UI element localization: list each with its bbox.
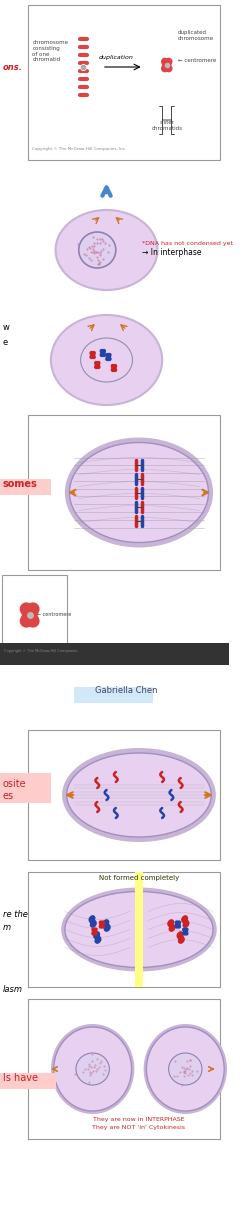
Bar	[74, 688, 153, 703]
Text: sister
chromatids: sister chromatids	[151, 120, 182, 131]
Bar	[0, 773, 51, 803]
Ellipse shape	[62, 748, 216, 842]
Ellipse shape	[51, 315, 162, 405]
Text: ls have: ls have	[3, 1073, 38, 1083]
Bar	[28, 415, 220, 570]
Ellipse shape	[67, 753, 211, 837]
Bar	[2, 574, 67, 655]
Ellipse shape	[76, 1053, 109, 1086]
Bar	[28, 730, 220, 860]
Ellipse shape	[79, 232, 116, 268]
Text: w: w	[3, 323, 10, 332]
Text: They are now in INTERPHASE: They are now in INTERPHASE	[93, 1117, 185, 1122]
Text: ← centromere: ← centromere	[178, 57, 216, 62]
Ellipse shape	[169, 1053, 202, 1086]
Text: Copyright © The McGraw-Hill Companies,: Copyright © The McGraw-Hill Companies,	[4, 649, 78, 654]
Bar	[135, 873, 143, 987]
Ellipse shape	[54, 1027, 132, 1111]
Text: ons.: ons.	[3, 63, 23, 72]
Text: *DNA has not condensed yet: *DNA has not condensed yet	[142, 241, 233, 246]
Ellipse shape	[51, 1023, 134, 1114]
Ellipse shape	[146, 1027, 224, 1111]
Text: They are NOT 'in' Cytokinesis: They are NOT 'in' Cytokinesis	[92, 1125, 185, 1131]
Text: ← centromere: ← centromere	[37, 612, 71, 617]
Text: chromosome
consisting
of one
chromatid: chromosome consisting of one chromatid	[32, 40, 68, 62]
Text: osite: osite	[3, 779, 26, 789]
Text: Gabriella Chen: Gabriella Chen	[95, 686, 158, 695]
Text: es: es	[3, 791, 14, 801]
Ellipse shape	[144, 1023, 227, 1114]
Ellipse shape	[61, 887, 217, 971]
Text: duplicated
chromosome: duplicated chromosome	[178, 30, 214, 41]
Bar	[0, 479, 51, 495]
Bar	[28, 999, 220, 1139]
Bar	[28, 5, 220, 159]
Text: e: e	[3, 338, 8, 347]
Ellipse shape	[69, 443, 208, 543]
Ellipse shape	[65, 892, 213, 968]
Bar	[0, 1073, 56, 1089]
Text: somes: somes	[3, 479, 38, 489]
Ellipse shape	[65, 437, 213, 548]
Text: duplication: duplication	[98, 55, 133, 60]
Text: Not formed completely: Not formed completely	[99, 875, 179, 881]
Text: re the: re the	[3, 910, 28, 919]
Text: m: m	[3, 922, 11, 932]
Text: → In interphase: → In interphase	[142, 248, 201, 257]
Bar	[0, 643, 229, 664]
Bar	[28, 873, 220, 987]
Text: Copyright © The McGraw-Hill Companies, Inc.: Copyright © The McGraw-Hill Companies, I…	[32, 147, 127, 151]
Ellipse shape	[56, 211, 158, 290]
Text: lasm: lasm	[3, 985, 23, 994]
